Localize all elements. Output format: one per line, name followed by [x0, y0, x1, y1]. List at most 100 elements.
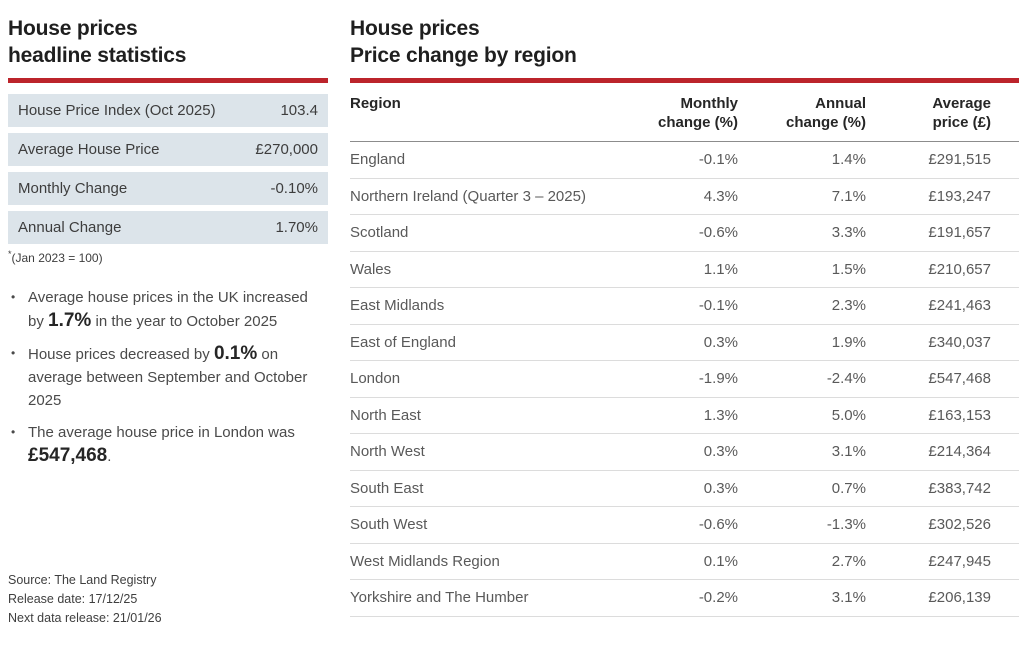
- header-annual-line1: Annual: [815, 95, 866, 112]
- table-row: Yorkshire and The Humber -0.2% 3.1% £206…: [350, 580, 1019, 617]
- stat-label: Annual Change: [18, 219, 122, 236]
- average-price-cell: £247,945: [928, 552, 991, 570]
- annual-change-cell: 3.1%: [831, 443, 866, 461]
- region-cell: North East: [350, 406, 421, 424]
- stat-value: -0.10%: [270, 180, 318, 197]
- monthly-change-cell: 1.1%: [703, 260, 738, 278]
- monthly-change-cell: 1.3%: [703, 406, 738, 424]
- headline-title-line2: headline statistics: [8, 44, 187, 67]
- stat-row: House Price Index (Oct 2025) 103.4: [8, 94, 328, 127]
- header-annual-change: Annual change (%): [738, 94, 866, 132]
- average-price-cell: £302,526: [928, 516, 991, 534]
- monthly-change-cell: 0.3%: [703, 333, 738, 351]
- key-point-text: House prices decreased by: [28, 346, 214, 363]
- source-info-block: Source: The Land Registry Release date: …: [8, 571, 162, 628]
- average-price-cell: £206,139: [928, 589, 991, 607]
- average-price-cell: £210,657: [928, 260, 991, 278]
- source-info-line: Source: The Land Registry: [8, 573, 157, 587]
- table-row: East Midlands -0.1% 2.3% £241,463: [350, 288, 1019, 325]
- annual-change-cell: 2.7%: [831, 552, 866, 570]
- key-point-item: The average house price in London was £5…: [10, 421, 316, 468]
- headline-stats-list: House Price Index (Oct 2025) 103.4 Avera…: [8, 94, 328, 244]
- region-table-body: England -0.1% 1.4% £291,515 Northern Ire…: [350, 142, 1019, 617]
- table-row: England -0.1% 1.4% £291,515: [350, 142, 1019, 179]
- average-price-cell: £340,037: [928, 333, 991, 351]
- key-point-text: in the year to October 2025: [91, 313, 278, 330]
- table-row: Wales 1.1% 1.5% £210,657: [350, 252, 1019, 288]
- header-monthly-change: Monthly change (%): [623, 94, 738, 132]
- annual-change-cell: 5.0%: [831, 406, 866, 424]
- annual-change-cell: 7.1%: [831, 187, 866, 205]
- average-price-cell: £383,742: [928, 479, 991, 497]
- average-price-cell: £241,463: [928, 297, 991, 315]
- headline-title-line1: House prices: [8, 17, 138, 40]
- key-point-text: .: [107, 448, 112, 465]
- stat-row: Monthly Change -0.10%: [8, 172, 328, 205]
- stat-row: Average House Price £270,000: [8, 133, 328, 166]
- header-price-line2: price (£): [932, 114, 991, 131]
- region-cell: East Midlands: [350, 297, 445, 315]
- annual-change-cell: 0.7%: [831, 479, 866, 497]
- average-price-cell: £214,364: [928, 443, 991, 461]
- header-annual-line2: change (%): [785, 114, 866, 131]
- monthly-change-cell: -0.2%: [698, 589, 738, 607]
- region-cell: South East: [350, 479, 424, 497]
- stat-label: Monthly Change: [18, 180, 128, 197]
- average-price-cell: £291,515: [928, 151, 991, 169]
- region-cell: West Midlands Region: [350, 552, 500, 570]
- stat-label: House Price Index (Oct 2025): [18, 102, 216, 119]
- annual-change-cell: 2.3%: [831, 297, 866, 315]
- stat-label: Average House Price: [18, 141, 160, 158]
- footnote-marker: *: [8, 249, 12, 259]
- table-row: Scotland -0.6% 3.3% £191,657: [350, 215, 1019, 252]
- monthly-change-cell: -0.1%: [698, 151, 738, 169]
- monthly-change-cell: -0.1%: [698, 297, 738, 315]
- stat-value: £270,000: [255, 141, 318, 158]
- monthly-change-cell: -0.6%: [698, 224, 738, 242]
- header-region: Region: [350, 95, 401, 112]
- average-price-cell: £547,468: [928, 370, 991, 388]
- monthly-change-cell: 0.1%: [703, 552, 738, 570]
- header-price-line1: Average: [932, 95, 991, 112]
- footnote-text: (Jan 2023 = 100): [11, 251, 103, 265]
- average-price-cell: £193,247: [928, 187, 991, 205]
- two-column-layout: House prices headline statistics House P…: [8, 15, 1024, 645]
- monthly-change-cell: 0.3%: [703, 443, 738, 461]
- monthly-change-cell: -0.6%: [698, 516, 738, 534]
- table-row: Northern Ireland (Quarter 3 – 2025) 4.3%…: [350, 179, 1019, 215]
- source-info-line: Next data release: 21/01/26: [8, 611, 162, 625]
- stat-value: 103.4: [280, 102, 318, 119]
- table-row: South East 0.3% 0.7% £383,742: [350, 471, 1019, 507]
- region-cell: Yorkshire and The Humber: [350, 589, 529, 607]
- region-table-header: Region Monthly change (%) Annual change …: [350, 94, 1019, 142]
- key-point-item: Average house prices in the UK increased…: [10, 286, 316, 333]
- table-row: North West 0.3% 3.1% £214,364: [350, 434, 1019, 471]
- region-cell: London: [350, 370, 401, 388]
- key-point-item: House prices decreased by 0.1% on averag…: [10, 342, 316, 412]
- region-cell: Wales: [350, 260, 392, 278]
- table-row: West Midlands Region 0.1% 2.7% £247,945: [350, 544, 1019, 580]
- key-point-highlight: £547,468: [28, 445, 108, 466]
- annual-change-cell: 3.3%: [831, 224, 866, 242]
- region-panel-title: House prices Price change by region: [350, 15, 1019, 69]
- region-title-line1: House prices: [350, 17, 480, 40]
- headline-panel-title: House prices headline statistics: [8, 15, 328, 69]
- monthly-change-cell: -1.9%: [698, 370, 738, 388]
- stat-row: Annual Change 1.70%: [8, 211, 328, 244]
- region-title-line2: Price change by region: [350, 44, 577, 67]
- headline-statistics-panel: House prices headline statistics House P…: [8, 15, 328, 645]
- price-change-by-region-panel: House prices Price change by region Regi…: [350, 15, 1019, 645]
- table-row: South West -0.6% -1.3% £302,526: [350, 507, 1019, 544]
- annual-change-cell: 1.9%: [831, 333, 866, 351]
- key-point-highlight: 1.7%: [48, 310, 92, 331]
- region-cell: South West: [350, 516, 428, 534]
- header-monthly-line2: change (%): [657, 114, 738, 131]
- index-footnote: *(Jan 2023 = 100): [8, 249, 328, 265]
- region-cell: East of England: [350, 333, 456, 351]
- annual-change-cell: -2.4%: [826, 370, 866, 388]
- red-divider-rule: [8, 78, 328, 83]
- region-cell: Northern Ireland (Quarter 3 – 2025): [350, 187, 586, 205]
- stat-value: 1.70%: [275, 219, 318, 236]
- header-average-price: Average price (£): [866, 94, 1019, 132]
